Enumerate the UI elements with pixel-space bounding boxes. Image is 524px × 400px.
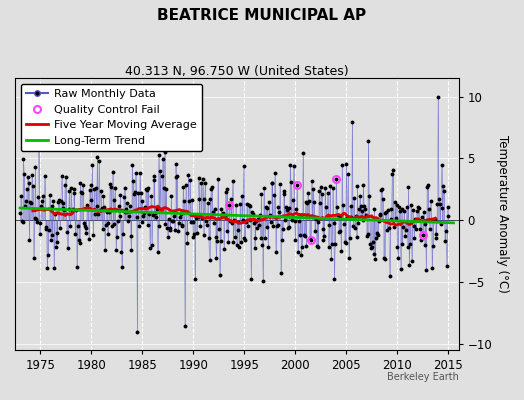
Text: Berkeley Earth: Berkeley Earth [387,372,458,382]
Legend: Raw Monthly Data, Quality Control Fail, Five Year Moving Average, Long-Term Tren: Raw Monthly Data, Quality Control Fail, … [20,84,202,151]
Y-axis label: Temperature Anomaly (°C): Temperature Anomaly (°C) [496,135,509,293]
Text: BEATRICE MUNICIPAL AP: BEATRICE MUNICIPAL AP [157,8,367,23]
Title: 40.313 N, 96.750 W (United States): 40.313 N, 96.750 W (United States) [125,65,348,78]
